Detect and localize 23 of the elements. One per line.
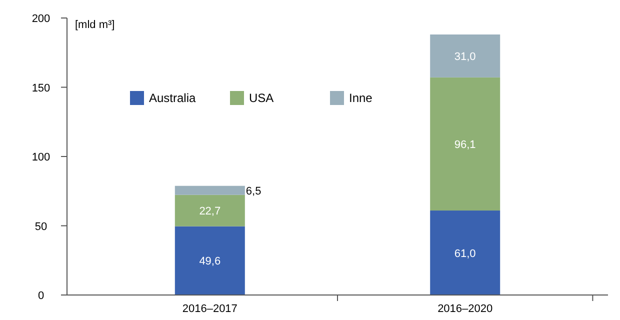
data-label: 96,1 <box>454 138 476 151</box>
bar <box>430 77 500 211</box>
bar <box>174 226 245 295</box>
y-tick-label: 100 <box>32 152 50 164</box>
legend-label: Inne <box>349 91 373 105</box>
x-tick-label: 2016–2017 <box>182 303 238 315</box>
y-tick-label: 200 <box>32 13 50 25</box>
y-tick-label: 0 <box>38 290 44 302</box>
y-tick-label: 50 <box>34 220 48 233</box>
data-label: 31,0 <box>454 50 476 63</box>
data-label: 22,7 <box>199 206 221 218</box>
y-tick-label: 150 <box>32 82 50 94</box>
bar <box>174 194 245 226</box>
data-label: 6,5 <box>246 185 262 198</box>
y-axis-title: [mld m³] <box>75 19 115 31</box>
data-label: 49,6 <box>199 256 221 268</box>
x-tick-label: 2016–2020 <box>438 303 493 315</box>
bar <box>430 34 500 78</box>
bar <box>174 186 245 195</box>
legend-label: Australia <box>149 91 196 105</box>
bar <box>430 210 500 295</box>
data-label: 61,0 <box>454 248 476 260</box>
legend-label: USA <box>249 91 274 105</box>
